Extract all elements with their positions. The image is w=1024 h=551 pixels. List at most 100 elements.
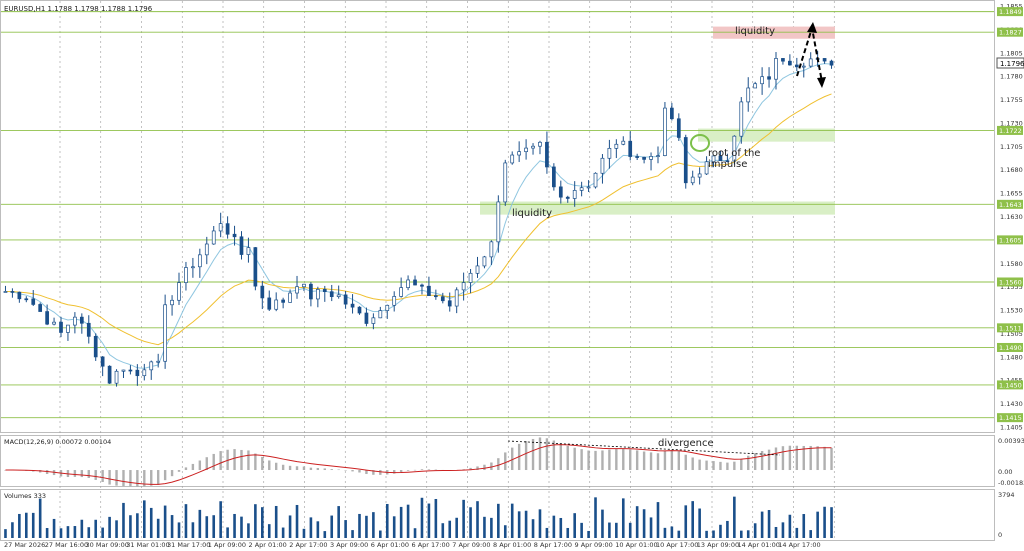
macd-hist-bar bbox=[365, 470, 368, 475]
macd-hist-bar bbox=[281, 464, 285, 471]
volume-bar bbox=[344, 520, 347, 538]
volume-bar bbox=[11, 522, 14, 538]
time-label: 27 Mar 2026 bbox=[4, 541, 45, 549]
volume-bar bbox=[101, 527, 104, 538]
time-label: 10 Apr 17:00 bbox=[656, 541, 698, 549]
volume-bar bbox=[566, 527, 570, 538]
volume-bar bbox=[802, 514, 806, 538]
macd-hist-bar bbox=[719, 461, 722, 471]
volume-bar bbox=[80, 519, 84, 538]
macd-hist-bar bbox=[302, 466, 306, 471]
level-label: 1.1827 bbox=[999, 29, 1022, 37]
volume-bar bbox=[45, 528, 49, 538]
price-tick-label: 1.1580 bbox=[1000, 260, 1023, 268]
candle-body bbox=[600, 157, 605, 174]
candle-body bbox=[66, 324, 70, 333]
macd-hist-bar bbox=[622, 448, 625, 471]
volumes-title: Volumes 333 bbox=[4, 492, 46, 500]
volume-bar bbox=[781, 522, 785, 538]
macd-hist-bar bbox=[760, 451, 764, 471]
macd-hist-bar bbox=[87, 470, 90, 478]
volume-bar bbox=[66, 526, 70, 538]
symbol-header: EURUSD,H1 1.1788 1.1798 1.1788 1.1796 bbox=[4, 5, 153, 13]
price-tick-label: 1.1630 bbox=[1000, 213, 1023, 221]
candle-body bbox=[73, 316, 77, 326]
macd-hist-bar bbox=[115, 470, 118, 486]
candle-body bbox=[10, 291, 15, 293]
macd-hist-bar bbox=[712, 461, 715, 471]
candle-body bbox=[288, 292, 292, 303]
candle-body bbox=[704, 161, 709, 175]
time-label: 2 Apr 01:00 bbox=[249, 541, 287, 549]
liquidity-mid-label: liquidity bbox=[512, 208, 552, 219]
candle-body bbox=[17, 291, 22, 300]
candle-body bbox=[517, 151, 522, 156]
volume-tick-max: 3794 bbox=[998, 491, 1015, 499]
volume-bar bbox=[427, 503, 431, 538]
level-label: 1.1415 bbox=[999, 414, 1022, 422]
volume-bar bbox=[705, 530, 708, 538]
macd-hist-bar bbox=[670, 450, 674, 471]
volume-bar bbox=[226, 527, 229, 538]
macd-hist-bar bbox=[524, 440, 528, 471]
price-tick-label: 1.1805 bbox=[1000, 49, 1023, 57]
volume-bar bbox=[309, 517, 313, 538]
candle-body bbox=[593, 172, 598, 188]
level-tag bbox=[997, 7, 1023, 17]
macd-hist-bar bbox=[247, 450, 250, 471]
candle-body bbox=[274, 299, 279, 310]
ma-fast-line bbox=[5, 63, 832, 369]
candle-body bbox=[739, 101, 744, 137]
volume-bar bbox=[122, 502, 125, 538]
volume-bar bbox=[323, 531, 327, 538]
volume-bar bbox=[739, 530, 743, 538]
macd-hist-bar bbox=[80, 470, 84, 478]
macd-hist-bar bbox=[573, 447, 576, 471]
macd-hist-bar bbox=[295, 466, 299, 471]
candle-body bbox=[204, 243, 209, 256]
candle-body bbox=[45, 311, 49, 325]
volume-bar bbox=[663, 527, 667, 538]
price-tick-label: 1.1680 bbox=[1000, 166, 1023, 174]
price-tick-label: 1.1780 bbox=[1000, 73, 1023, 81]
volume-bar bbox=[240, 516, 243, 538]
candle-body bbox=[260, 285, 265, 299]
macd-hist-bar bbox=[337, 469, 340, 471]
root-impulse-label-line2: impulse bbox=[708, 159, 747, 170]
macd-hist-bar bbox=[406, 470, 410, 471]
volume-bar bbox=[129, 515, 132, 538]
macd-hist-bar bbox=[830, 447, 833, 471]
candle-body bbox=[406, 279, 410, 289]
level-tag bbox=[997, 199, 1023, 209]
macd-hist-bar bbox=[649, 452, 653, 471]
candles bbox=[3, 50, 834, 387]
volume-bar bbox=[497, 503, 500, 538]
macd-hist-bar bbox=[691, 457, 694, 471]
macd-hist-bar bbox=[219, 451, 222, 471]
time-label: 2 Apr 17:00 bbox=[289, 541, 327, 549]
candle-body bbox=[732, 135, 737, 162]
candle-body bbox=[614, 143, 619, 149]
time-label: 6 Apr 01:00 bbox=[371, 541, 409, 549]
macd-hist-bar bbox=[490, 462, 493, 471]
macd-hist-bar bbox=[615, 448, 618, 471]
macd-hist-bar bbox=[156, 470, 160, 485]
volume-bar bbox=[615, 522, 618, 538]
ma-slow-line bbox=[5, 93, 832, 346]
candle-body bbox=[725, 160, 730, 163]
price-tick-label: 1.1555 bbox=[1000, 283, 1023, 291]
level-tag bbox=[997, 323, 1023, 333]
candle-body bbox=[267, 297, 272, 310]
time-label: 8 Apr 17:00 bbox=[534, 541, 572, 549]
candle-body bbox=[663, 107, 667, 156]
time-label: 9 Apr 09:00 bbox=[575, 541, 613, 549]
macd-tick-top: 0.00393 bbox=[998, 437, 1024, 445]
candle-body bbox=[774, 58, 778, 80]
volume-bar bbox=[115, 520, 118, 538]
level-tag bbox=[997, 413, 1023, 423]
macd-hist-bar bbox=[753, 453, 757, 471]
volume-bar bbox=[24, 512, 28, 538]
volume-bar bbox=[594, 497, 597, 538]
level-label: 1.1450 bbox=[999, 381, 1022, 389]
